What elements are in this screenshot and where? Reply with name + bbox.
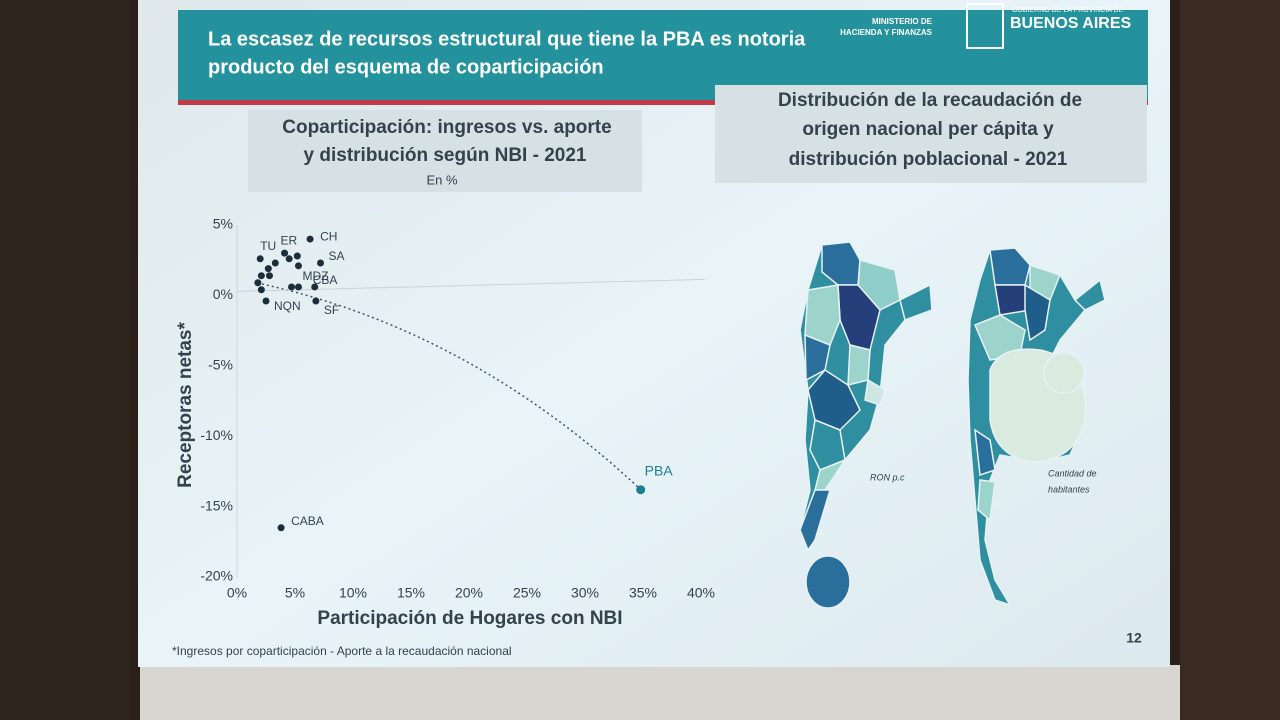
map-region: [989, 247, 1031, 286]
maps-title: distribución poblacional - 2021: [789, 149, 1068, 170]
chart-title: y distribución según NBI - 2021: [304, 145, 587, 166]
point: [312, 297, 320, 305]
point-label: NQN: [274, 299, 301, 313]
x-tick-label: 25%: [513, 585, 541, 601]
page-number: 12: [1126, 630, 1142, 646]
y-tick-label: -20%: [200, 568, 233, 584]
point-label: ER: [281, 233, 298, 247]
gov-large: BUENOS AIRES: [1010, 15, 1132, 32]
y-tick-label: 0%: [213, 286, 233, 302]
map-region: [1043, 352, 1085, 394]
point: [264, 265, 272, 273]
maps-title: Distribución de la recaudación de: [778, 90, 1082, 111]
map-ron: [799, 241, 933, 609]
chart-title: Coparticipación: ingresos vs. aporte: [282, 117, 611, 138]
map-region: [974, 428, 996, 477]
point: [281, 249, 289, 257]
x-tick-label: 5%: [285, 585, 305, 601]
map-region: [864, 378, 886, 406]
footnote: *Ingresos por coparticipación - Aporte a…: [172, 644, 512, 658]
map-region: [974, 314, 1026, 361]
x-axis-label: Participación de Hogares con NBI: [317, 608, 622, 629]
map-region: [1024, 283, 1051, 342]
point: [294, 262, 302, 270]
y-tick-label: -5%: [208, 357, 233, 373]
point-label: CABA: [291, 514, 324, 528]
x-tick-label: 10%: [339, 585, 367, 601]
chart-title-box: [248, 110, 642, 192]
map-population: [967, 247, 1106, 607]
point: [254, 279, 262, 287]
point: [288, 283, 296, 291]
point-label: SA: [329, 249, 345, 263]
map-region: [977, 479, 996, 522]
header-rule: [178, 100, 1148, 105]
x-tick-label: 35%: [629, 585, 657, 601]
x-tick-label: 30%: [571, 585, 599, 601]
chart-subtitle: En %: [426, 172, 458, 187]
x-tick-label: 40%: [687, 585, 715, 601]
map-label: RON p.c: [870, 472, 905, 482]
y-tick-label: -10%: [200, 427, 233, 443]
point-label: SF: [324, 303, 339, 317]
point: [277, 524, 285, 532]
ministry: MINISTERIO DE: [872, 17, 933, 26]
point: [636, 485, 646, 495]
point: [285, 255, 293, 263]
point: [293, 252, 301, 260]
point: [317, 259, 325, 267]
y-tick-label: 5%: [213, 216, 233, 232]
map-region: [1073, 278, 1106, 311]
map-region: [847, 344, 871, 386]
point: [311, 283, 319, 291]
point-label: CBA: [313, 273, 338, 287]
ministry: HACIENDA Y FINANZAS: [840, 28, 933, 37]
province-logo: [966, 3, 1004, 49]
wall-left: [0, 0, 130, 720]
header-title: La escasez de recursos estructural que t…: [208, 28, 806, 50]
maps-title: origen nacional per cápita y: [802, 119, 1054, 140]
point: [256, 255, 264, 263]
header-title: producto del esquema de coparticipación: [208, 56, 604, 78]
map-region: [804, 284, 841, 346]
map-region: [805, 555, 851, 609]
maps-title-box: [715, 85, 1147, 183]
x-tick-label: 15%: [397, 585, 425, 601]
point: [262, 297, 270, 305]
map-region: [899, 283, 933, 321]
gov-small: GOBIERNO DE LA PROVINCIA DE: [1012, 7, 1124, 14]
point: [257, 272, 265, 280]
x-tick-label: 20%: [455, 585, 483, 601]
map-label: Cantidad de: [1048, 468, 1097, 478]
point-label: TU: [260, 239, 276, 253]
x-tick-label: 0%: [227, 585, 247, 601]
screen-bottom: [140, 665, 1180, 720]
point-label: PBA: [645, 462, 674, 478]
y-tick-label: -15%: [200, 497, 233, 513]
point: [294, 283, 302, 291]
point: [265, 272, 273, 280]
point: [271, 259, 279, 267]
point: [306, 235, 314, 243]
point: [257, 286, 265, 294]
wall-right: [1180, 0, 1280, 720]
y-axis-label: Receptoras netas*: [175, 321, 196, 487]
map-label: habitantes: [1048, 484, 1090, 494]
point-label: CH: [320, 229, 337, 243]
point-label: MDZ: [302, 269, 328, 283]
map-region: [799, 489, 832, 552]
